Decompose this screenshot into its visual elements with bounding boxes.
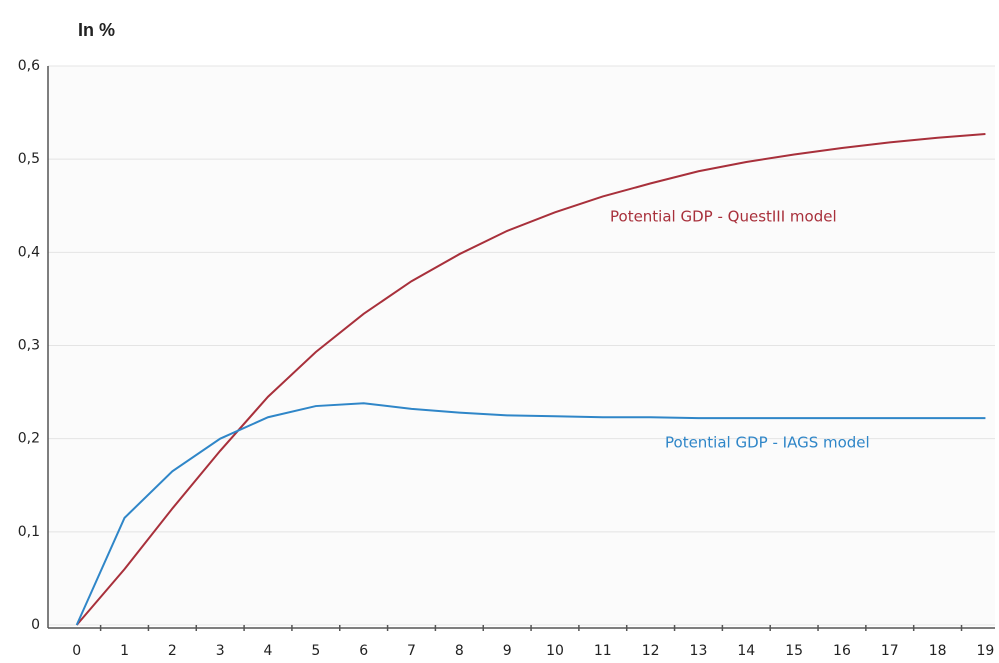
- series-label: Potential GDP - QuestIII model: [610, 208, 837, 226]
- x-tick-label: 4: [264, 643, 273, 659]
- x-tick-label: 12: [642, 643, 660, 659]
- x-tick-label: 19: [977, 643, 995, 659]
- x-tick-label: 7: [407, 643, 416, 659]
- x-tick-label: 11: [594, 643, 612, 659]
- x-tick-label: 8: [455, 643, 464, 659]
- y-tick-label: 0,3: [18, 338, 40, 354]
- x-tick-label: 5: [311, 643, 320, 659]
- x-tick-label: 9: [503, 643, 512, 659]
- x-tick-label: 2: [168, 643, 177, 659]
- x-tick-label: 6: [359, 643, 368, 659]
- chart-title: In %: [78, 20, 115, 40]
- x-tick-label: 17: [881, 643, 899, 659]
- x-tick-label: 13: [690, 643, 708, 659]
- x-tick-label: 18: [929, 643, 947, 659]
- x-tick-label: 1: [120, 643, 129, 659]
- y-tick-label: 0,5: [18, 151, 40, 167]
- x-tick-label: 10: [546, 643, 564, 659]
- line-series: [75, 133, 986, 626]
- y-tick-label: 0,2: [18, 431, 40, 447]
- x-tick-label: 14: [737, 643, 755, 659]
- y-tick-label: 0: [31, 617, 40, 633]
- line-series: [75, 402, 986, 626]
- x-tick-label: 3: [216, 643, 225, 659]
- x-tick-label: 0: [72, 643, 81, 659]
- series-label: Potential GDP - IAGS model: [665, 434, 870, 452]
- y-tick-label: 0,1: [18, 524, 40, 540]
- x-tick-label: 15: [785, 643, 803, 659]
- y-tick-label: 0,4: [18, 244, 40, 260]
- y-tick-label: 0,6: [18, 58, 40, 74]
- x-tick-label: 16: [833, 643, 851, 659]
